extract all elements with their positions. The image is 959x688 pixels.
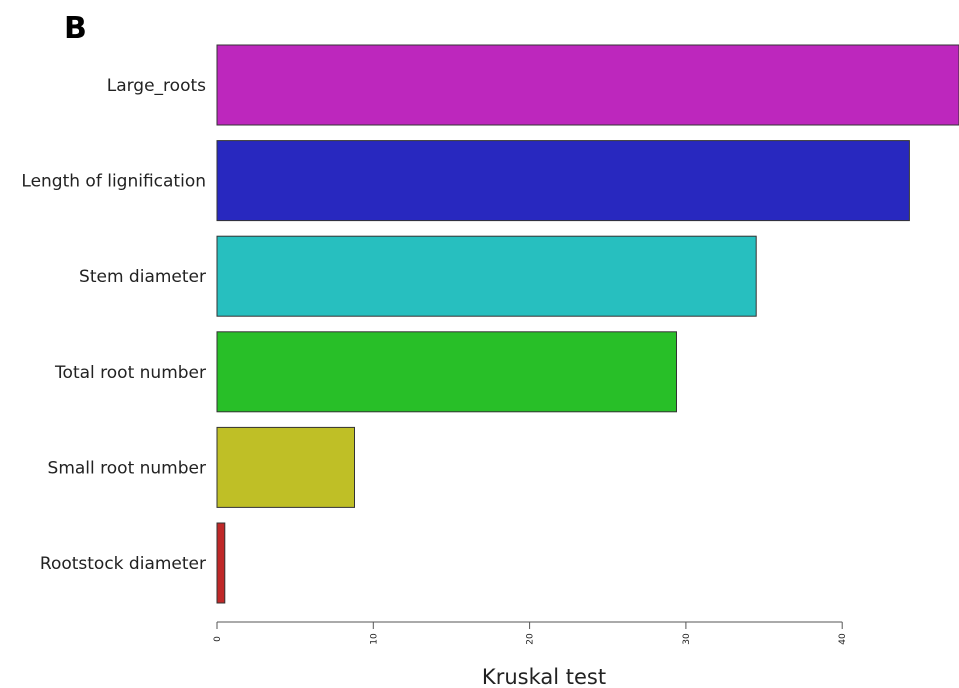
x-axis: 0 10 20 30 40 [213, 621, 848, 645]
x-tick-label: 0 [213, 636, 223, 642]
panel-label: B [64, 11, 87, 46]
category-label: Total root number [54, 363, 206, 383]
bar-small-root-number [216, 426, 355, 508]
category-label: Rootstock diameter [40, 554, 206, 574]
bar-large-roots [216, 44, 959, 126]
bar-length-of-lignification [216, 140, 910, 222]
x-tick-label: 20 [526, 633, 536, 645]
x-tick-label: 40 [838, 633, 848, 645]
bar-stem-diameter [216, 235, 757, 317]
x-tick-label: 30 [682, 633, 692, 645]
category-label: Length of lignification [21, 172, 206, 192]
bars-layer [216, 44, 959, 604]
category-label: Stem diameter [79, 267, 206, 287]
x-axis-title: Kruskal test [482, 665, 606, 688]
x-tick-label: 10 [369, 633, 379, 645]
category-labels: Large_roots Length of lignification Stem d… [21, 76, 206, 574]
category-label: Small root number [48, 458, 206, 478]
category-label: Large_roots [107, 76, 206, 96]
bar-total-root-number [216, 331, 677, 413]
bar-rootstock-diameter [216, 522, 226, 604]
